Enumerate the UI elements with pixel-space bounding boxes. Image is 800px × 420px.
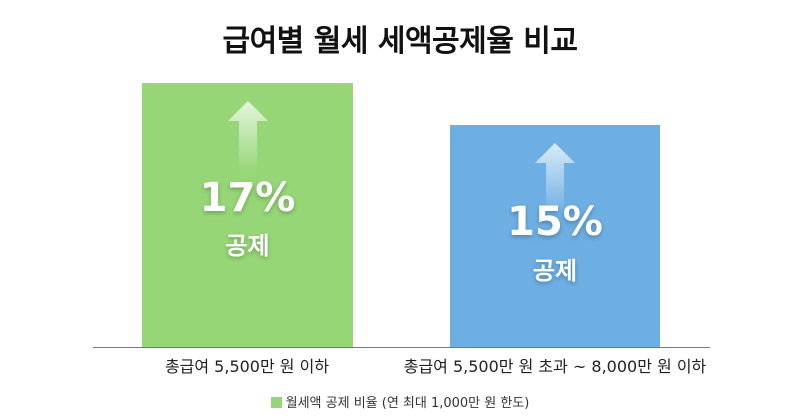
- bar-5500-to-8000: 15% 공제: [450, 125, 660, 347]
- legend-label: 월세액 공제 비율 (연 최대 1,000만 원 한도): [285, 396, 530, 411]
- up-arrow-icon: [228, 101, 268, 173]
- bar-value: 15%: [507, 199, 603, 245]
- category-label: 총급여 5,500만 원 초과 ~ 8,000만 원 이하: [403, 357, 707, 376]
- x-axis-baseline: [93, 347, 710, 348]
- bar-under-5500: 17% 공제: [142, 83, 353, 347]
- chart-title: 급여별 월세 세액공제율 비교: [222, 24, 578, 59]
- bar-value-label: 공제: [225, 232, 270, 260]
- up-arrow-icon: [535, 143, 575, 215]
- bar-value-label: 공제: [532, 257, 578, 285]
- legend: 월세액 공제 비율 (연 최대 1,000만 원 한도): [0, 392, 800, 411]
- bar-value: 17%: [199, 175, 296, 221]
- legend-swatch: [270, 397, 282, 408]
- category-label: 총급여 5,500만 원 이하: [164, 357, 330, 376]
